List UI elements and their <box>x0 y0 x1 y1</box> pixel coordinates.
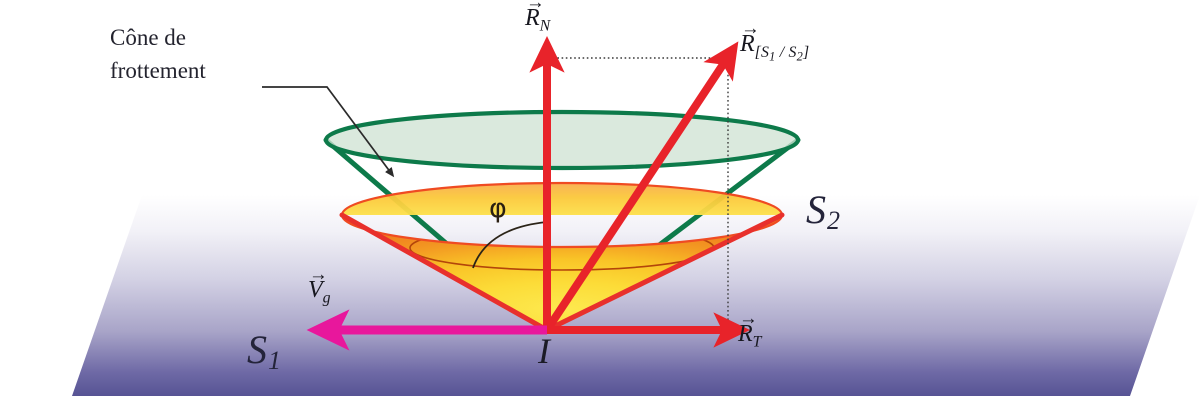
resultant-force-arrow <box>543 41 739 333</box>
friction-cone-disc <box>323 109 801 171</box>
force-cone-top-disc <box>342 183 782 215</box>
ground-plane <box>72 195 1200 396</box>
force-cone <box>339 181 785 333</box>
force-vectors <box>306 36 750 351</box>
construction-guides <box>549 57 729 330</box>
force-cone-left-edge <box>339 212 550 333</box>
friction-angle-arc <box>472 221 548 269</box>
force-cone-right-edge <box>544 212 785 333</box>
caption-leader-line <box>262 86 395 178</box>
